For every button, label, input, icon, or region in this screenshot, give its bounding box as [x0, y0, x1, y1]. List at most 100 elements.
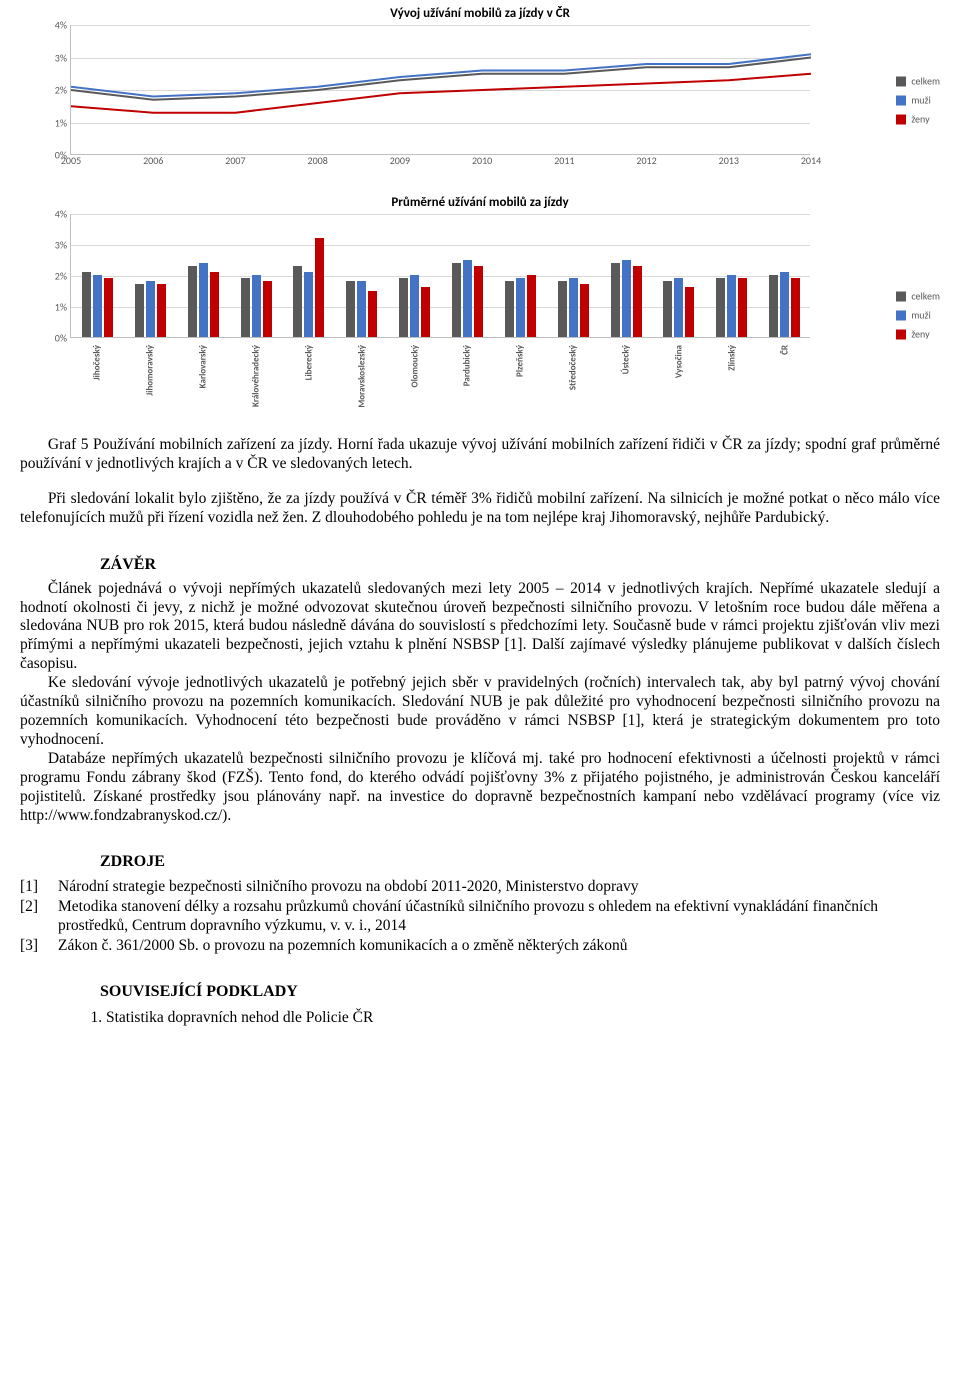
bar: [93, 275, 102, 337]
legend-label: celkem: [911, 290, 940, 303]
souvisejici-list: Statistika dopravních nehod dle Policie …: [80, 1007, 940, 1029]
chart2-xtick: Ústecký: [621, 345, 632, 374]
chart2-ytick: 0%: [55, 332, 67, 345]
chart2-ytick: 2%: [55, 270, 67, 283]
bar: [516, 278, 525, 337]
bar: [104, 278, 113, 337]
zaver-p1: Článek pojednává o vývoji nepřímých ukaz…: [20, 580, 940, 675]
zaver-p2: Ke sledování vývoje jednotlivých ukazate…: [20, 674, 940, 750]
zaver-p3: Databáze nepřímých ukazatelů bezpečnosti…: [20, 750, 940, 826]
bar-group: [505, 275, 536, 337]
bar: [791, 278, 800, 337]
chart1-series-muži: [71, 54, 811, 96]
legend-swatch: [896, 291, 906, 301]
chart2-xtick: Vysočina: [673, 345, 684, 378]
chart2-xtick: Moravskoslezský: [356, 345, 367, 408]
bar-group: [558, 278, 589, 337]
chart2-xtick: Královéhradecký: [251, 345, 262, 407]
chart1-xtick: 2007: [225, 154, 245, 167]
legend-swatch: [896, 76, 906, 86]
bar: [685, 287, 694, 337]
legend-item: ženy: [896, 113, 940, 126]
chart2-title: Průměrné užívání mobilů za jízdy: [20, 195, 940, 210]
chart2-plot: 0%1%2%3%4%JihočeskýJihomoravskýKarlovars…: [70, 214, 810, 338]
bar: [210, 272, 219, 337]
bar-group: [611, 260, 642, 338]
chart2-ytick: 4%: [55, 208, 67, 221]
chart2-xtick: Olomoucký: [409, 345, 420, 387]
bar: [263, 281, 272, 337]
bar-group: [663, 278, 694, 337]
chart2-ytick: 1%: [55, 301, 67, 314]
section-title-zaver: ZÁVĚR: [100, 556, 940, 574]
legend-item: muži: [896, 309, 940, 322]
bar-group: [346, 281, 377, 337]
legend-item: ženy: [896, 328, 940, 341]
zdroje-number: [2]: [20, 897, 58, 936]
bar-group: [399, 275, 430, 337]
bar: [399, 278, 408, 337]
zdroje-item: [2]Metodika stanovení délky a rozsahu pr…: [20, 897, 940, 936]
section-title-zdroje: ZDROJE: [100, 853, 940, 871]
chart1-xtick: 2014: [801, 154, 821, 167]
paragraph-findings: Při sledování lokalit bylo zjištěno, že …: [20, 490, 940, 528]
chart2-xtick: Pardubický: [462, 345, 473, 386]
bar: [527, 275, 536, 337]
bar: [474, 266, 483, 337]
chart2-xtick: Karlovarský: [198, 345, 209, 388]
chart2-ytick: 3%: [55, 239, 67, 252]
chart1-lines: [71, 25, 811, 155]
legend-label: ženy: [911, 113, 929, 126]
bar: [199, 263, 208, 337]
bar: [452, 263, 461, 337]
bar: [304, 272, 313, 337]
caption-block: Graf 5 Používání mobilních zařízení za j…: [20, 436, 940, 474]
chart2-xtick: ČR: [779, 345, 790, 355]
para-findings: Při sledování lokalit bylo zjištěno, že …: [20, 490, 940, 528]
chart2-xtick: Liberecký: [303, 345, 314, 380]
bar: [622, 260, 631, 338]
legend-swatch: [896, 329, 906, 339]
chart1-xtick: 2006: [143, 154, 163, 167]
legend-item: muži: [896, 94, 940, 107]
legend-item: celkem: [896, 75, 940, 88]
chart1-ytick: 3%: [55, 51, 67, 64]
chart-bar-mobile-usage-by-region: Průměrné užívání mobilů za jízdy 0%1%2%3…: [20, 195, 940, 416]
chart1-ytick: 2%: [55, 84, 67, 97]
bar: [315, 238, 324, 337]
chart-line-mobile-usage-trend: Vývoj užívání mobilů za jízdy v ČR 0%1%2…: [20, 6, 940, 175]
bar: [146, 281, 155, 337]
zdroje-text: Zákon č. 361/2000 Sb. o provozu na pozem…: [58, 936, 940, 955]
chart1-xtick: 2010: [472, 154, 492, 167]
chart1-legend: celkem muži ženy: [896, 69, 940, 132]
legend-swatch: [896, 114, 906, 124]
chart1-xtick: 2012: [636, 154, 656, 167]
bar: [410, 275, 419, 337]
chart1-area: 0%1%2%3%4%200520062007200820092010201120…: [20, 25, 940, 175]
zdroje-text: Metodika stanovení délky a rozsahu průzk…: [58, 897, 940, 936]
bar: [569, 278, 578, 337]
bar: [727, 275, 736, 337]
chart2-xtick: Jihomoravský: [145, 345, 156, 396]
bar: [82, 272, 91, 337]
zdroje-number: [3]: [20, 936, 58, 955]
bar: [633, 266, 642, 337]
chart2-area: 0%1%2%3%4%JihočeskýJihomoravskýKarlovars…: [20, 214, 940, 416]
chart1-xtick: 2005: [61, 154, 81, 167]
bar: [157, 284, 166, 337]
bar: [252, 275, 261, 337]
zaver-body: Článek pojednává o vývoji nepřímých ukaz…: [20, 580, 940, 826]
souv-item: Statistika dopravních nehod dle Policie …: [106, 1007, 940, 1029]
bar: [780, 272, 789, 337]
chart2-xtick: Jihočeský: [92, 345, 103, 380]
bar: [611, 263, 620, 337]
chart1-xtick: 2013: [719, 154, 739, 167]
bar: [346, 281, 355, 337]
legend-label: ženy: [911, 328, 929, 341]
chart2-legend: celkem muži ženy: [896, 284, 940, 347]
bar: [241, 278, 250, 337]
chart2-xtick: Zlínský: [726, 345, 737, 371]
bar-group: [188, 263, 219, 337]
zdroje-item: [1]Národní strategie bezpečnosti silničn…: [20, 877, 940, 896]
bar: [580, 284, 589, 337]
